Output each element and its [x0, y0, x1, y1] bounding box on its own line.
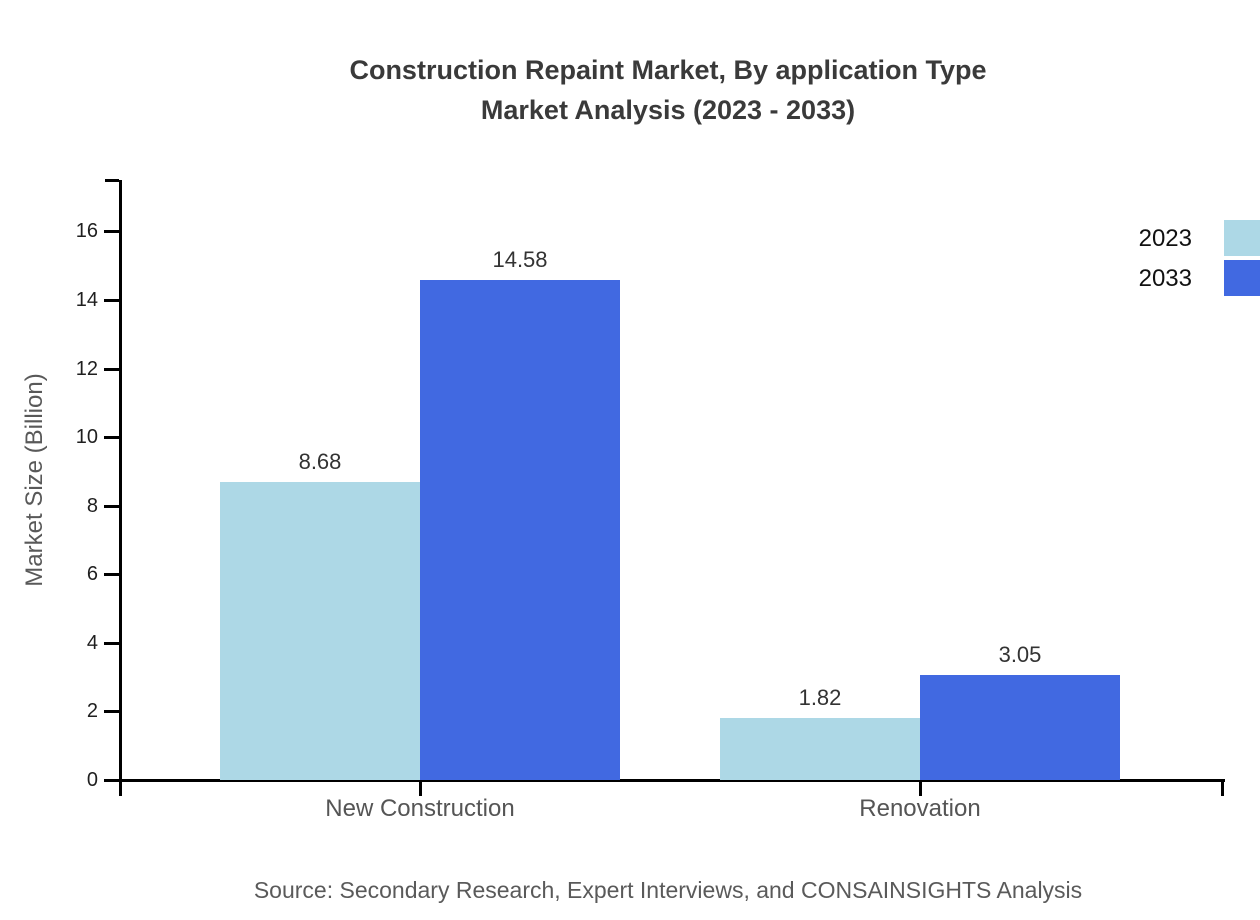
chart-title: Construction Repaint Market, By applicat… — [68, 50, 1260, 130]
chart-title-line1: Construction Repaint Market, By applicat… — [349, 55, 987, 85]
y-axis-end-cap — [105, 179, 119, 182]
y-tick-mark — [104, 299, 121, 302]
y-tick-label: 16 — [75, 220, 98, 243]
y-tick-label: 12 — [75, 357, 98, 380]
y-tick-mark — [104, 230, 121, 234]
y-tick-label: 6 — [86, 563, 98, 586]
x-tick-mark — [919, 780, 922, 796]
x-axis-end-cap — [1221, 780, 1224, 796]
legend-swatch-2023 — [1224, 220, 1260, 256]
y-axis-title: Market Size (Billion) — [21, 373, 48, 587]
y-tick-label: 4 — [86, 631, 98, 654]
y-tick-mark — [104, 504, 121, 508]
y-tick-label: 0 — [86, 769, 98, 791]
y-axis-line — [119, 180, 122, 796]
legend-label-2023: 2023 — [1138, 225, 1192, 252]
value-label-2023-new-construction: 8.68 — [298, 449, 342, 475]
value-label-2033-renovation: 3.05 — [998, 642, 1042, 668]
chart-title-line2: Market Analysis (2023 - 2033) — [480, 95, 856, 125]
y-tick-label: 8 — [86, 494, 98, 517]
value-label-2023-renovation: 1.82 — [798, 684, 842, 710]
y-tick-label: 2 — [86, 700, 98, 723]
bar-2033-renovation — [920, 675, 1120, 780]
x-tick-mark — [419, 780, 422, 796]
y-tick-mark — [104, 367, 121, 371]
value-label-2033-new-construction: 14.58 — [492, 247, 548, 273]
y-tick-label: 10 — [75, 426, 98, 449]
y-tick-mark — [104, 779, 121, 782]
x-axis-line — [104, 779, 1225, 782]
x-category-label-new-construction: New Construction — [325, 795, 515, 822]
bar-2023-renovation — [720, 717, 920, 780]
legend-label-2033: 2033 — [1138, 264, 1192, 292]
x-category-label-renovation: Renovation — [859, 795, 981, 822]
y-tick-mark — [104, 710, 121, 714]
bar-2033-new-construction — [420, 280, 620, 780]
y-tick-mark — [104, 573, 121, 577]
y-tick-mark — [104, 436, 121, 440]
bar-2023-new-construction — [220, 482, 420, 780]
y-tick-mark — [104, 641, 121, 645]
source-text: Source: Secondary Research, Expert Inter… — [253, 877, 1083, 903]
legend-swatch-2033 — [1224, 259, 1260, 296]
y-tick-label: 14 — [75, 289, 98, 311]
